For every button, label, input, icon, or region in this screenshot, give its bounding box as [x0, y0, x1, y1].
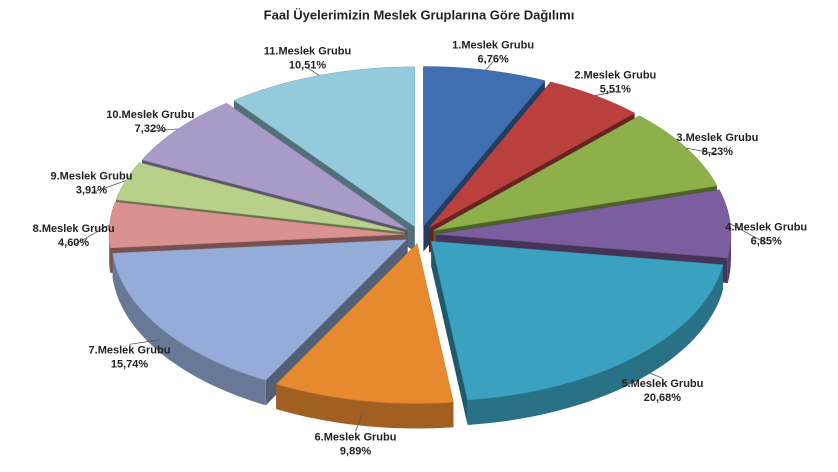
- leader-line: [355, 413, 363, 432]
- slice-top: [115, 162, 405, 233]
- slice-label: 2.Meslek Grubu: [574, 70, 656, 82]
- slice-label: 6.Meslek Grubu: [315, 431, 397, 443]
- slice-top: [112, 239, 408, 381]
- slice-label: 5.Meslek Grubu: [621, 378, 703, 390]
- slice-top: [435, 189, 732, 259]
- leader-line: [91, 180, 126, 194]
- slice-value-label: 10,51%: [289, 60, 327, 72]
- slice-value-label: 15,74%: [111, 358, 149, 370]
- leader-line: [150, 128, 179, 132]
- slice-value-label: 7,32%: [135, 123, 166, 135]
- slice-label: 7.Meslek Grubu: [89, 344, 171, 356]
- slice-label: 3.Meslek Grubu: [676, 132, 758, 144]
- leader-line: [637, 367, 663, 379]
- slice-label: 1.Meslek Grubu: [452, 39, 534, 51]
- leader-line: [485, 61, 494, 71]
- slice-value-label: 8,23%: [702, 146, 733, 158]
- chart-title: Faal Üyelerimizin Meslek Gruplarına Göre…: [264, 7, 575, 22]
- leader-line: [73, 224, 110, 246]
- slice-wall: [431, 241, 468, 425]
- slice-value-label: 20,68%: [644, 392, 682, 404]
- slice: [112, 239, 408, 406]
- slice-value-label: 5,51%: [600, 84, 631, 96]
- slice-side: [276, 384, 454, 429]
- slice-value-label: 9,89%: [340, 445, 371, 457]
- slice-top: [430, 240, 724, 401]
- leader-line: [594, 91, 616, 96]
- slice-value-label: 6,76%: [478, 53, 509, 65]
- leader-line: [129, 339, 160, 345]
- slice-top: [233, 66, 416, 228]
- slice-label: 9.Meslek Grubu: [51, 171, 133, 183]
- slice-top: [275, 243, 454, 404]
- slice-value-label: 6,85%: [751, 235, 782, 247]
- slice-top: [141, 102, 408, 230]
- slice-value-label: 4,60%: [58, 237, 89, 249]
- slice-label: 4.Meslek Grubu: [725, 221, 807, 233]
- leader-line: [307, 67, 320, 76]
- slice-top: [108, 201, 405, 249]
- slice: [430, 240, 724, 425]
- slice-side: [109, 234, 111, 273]
- slice-side: [467, 264, 723, 425]
- slice-top: [433, 115, 718, 231]
- slice-side: [112, 253, 266, 406]
- leader-line: [730, 223, 767, 244]
- slice-label: 11.Meslek Grubu: [264, 46, 351, 58]
- slice-label: 8.Meslek Grubu: [33, 223, 115, 235]
- slice-value-label: 3,91%: [76, 185, 107, 197]
- slice: [275, 243, 454, 429]
- slice-label: 10.Meslek Grubu: [106, 109, 194, 121]
- leader-line: [686, 147, 718, 155]
